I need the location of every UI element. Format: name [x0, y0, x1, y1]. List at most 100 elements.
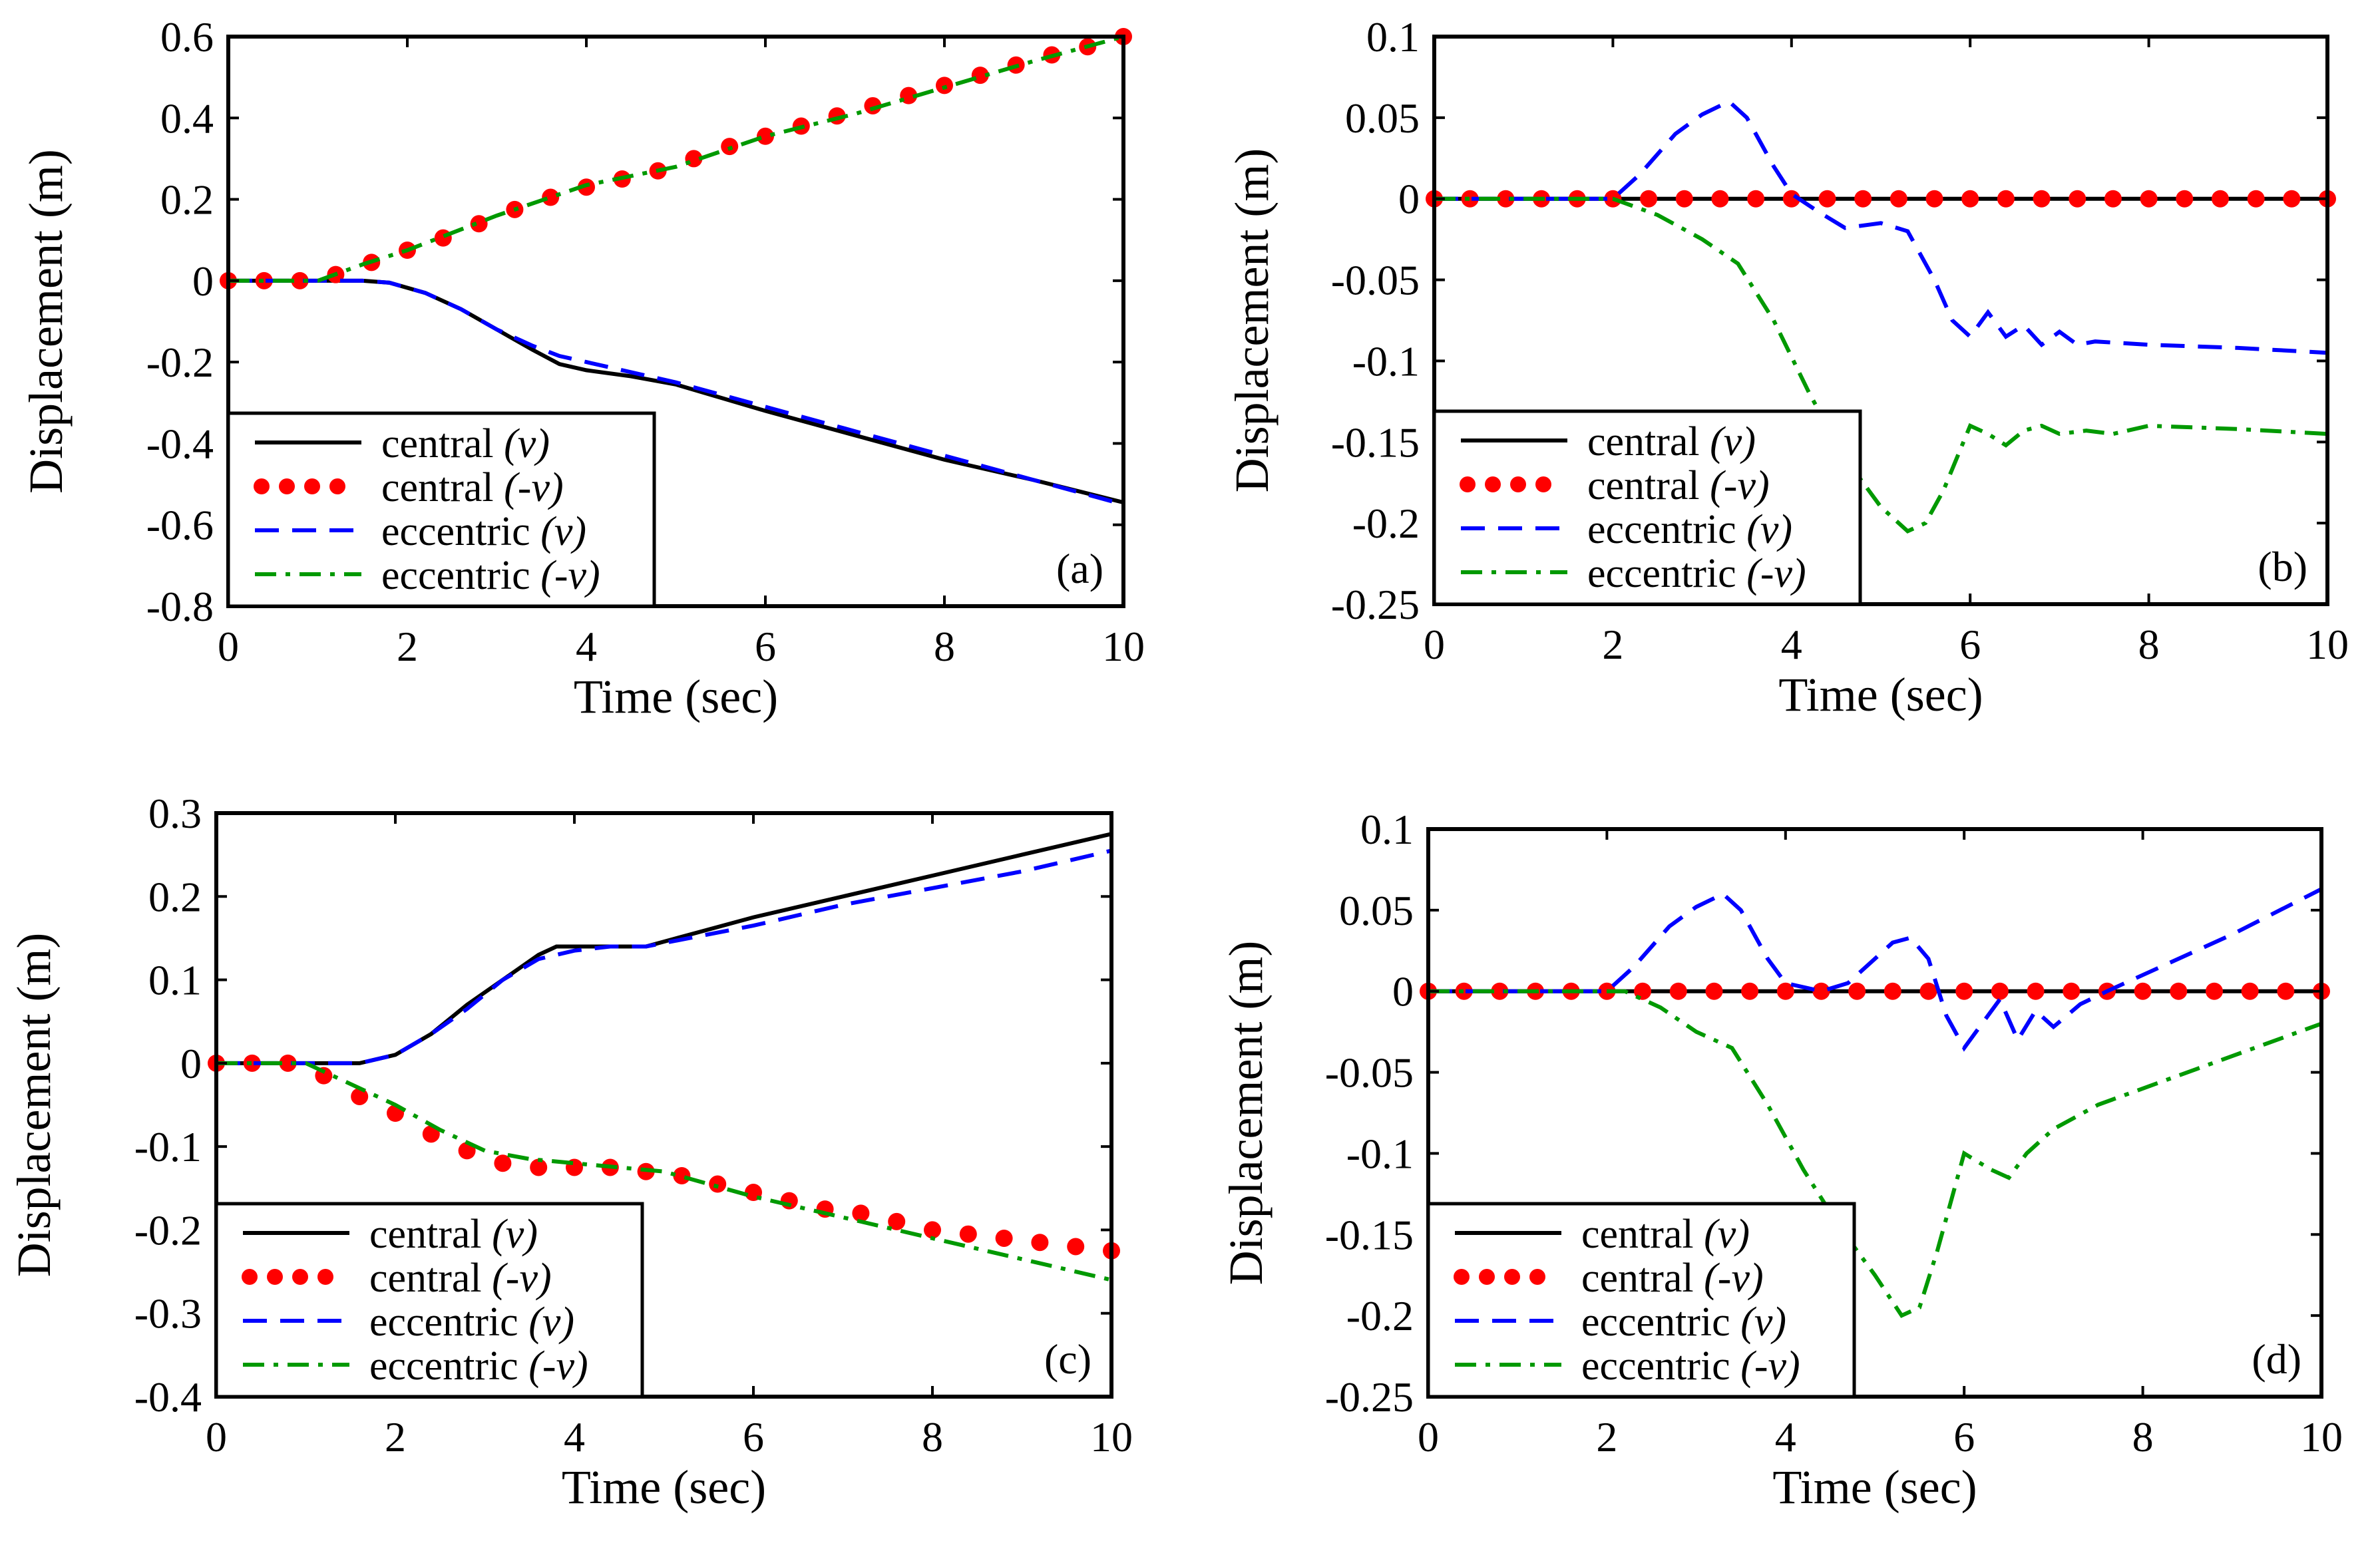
legend-swatch-dot [1479, 1269, 1495, 1285]
legend-label: eccentric (v) [381, 509, 586, 554]
data-point [888, 1212, 906, 1230]
x-tick-label: 8 [2138, 621, 2160, 668]
data-point [2277, 982, 2295, 1000]
data-point [1925, 190, 1943, 208]
legend-label: eccentric (v) [369, 1299, 574, 1345]
panel-b: 0 2 4 6 8 10 -0.25-0.2-0.15-0.1-0.0500.050.1 … [1225, 13, 2349, 721]
legend-swatch-dot [317, 1269, 333, 1285]
legend-series-suffix: (v) [1710, 419, 1756, 464]
y-tick-label: -0.1 [1352, 337, 1420, 385]
y-tick-label: 0 [1392, 968, 1414, 1015]
data-point [2027, 982, 2045, 1000]
data-point [1067, 1238, 1085, 1256]
legend: central (v)central (-v)eccentric (v)ecce… [1426, 1202, 1856, 1399]
y-tick-label: 0.05 [1339, 887, 1414, 934]
legend-label: central (v) [1581, 1212, 1750, 1257]
x-tick-labels: 0 2 4 6 8 10 [1424, 37, 2349, 668]
x-tick-label: 2 [397, 623, 418, 670]
legend-series-name: central [381, 421, 504, 466]
data-point [470, 215, 488, 233]
legend-swatch-dot [242, 1269, 258, 1285]
legend-swatch-dot [1504, 1269, 1520, 1285]
panel-label: (c) [1044, 1335, 1091, 1383]
y-tick-label: -0.1 [1346, 1130, 1414, 1177]
data-point [530, 1158, 548, 1176]
series-line-central_v [228, 278, 1124, 505]
panel-c: 0 2 4 6 8 10 -0.4 -0.3 -0.2 -0.1 0 0.1 0.2 0.3 Time … [7, 790, 1133, 1514]
y-tick-label: -0.15 [1331, 419, 1420, 466]
x-tick-label: 10 [2300, 1413, 2343, 1461]
legend-swatch-dot [292, 1269, 308, 1285]
series-line-eccentric_neg_v [216, 1061, 1112, 1282]
y-tick-label: -0.2 [146, 339, 214, 386]
series-line-central_v [216, 832, 1112, 1065]
data-point [1955, 982, 1973, 1000]
y-tick-label: -0.2 [134, 1206, 202, 1254]
y-tick-label: -0.2 [1346, 1292, 1414, 1339]
legend-label: central (-v) [1587, 463, 1770, 508]
plot-frame [1426, 827, 2323, 1399]
x-tick-label: 10 [1102, 623, 1145, 670]
x-tick-labels: 0 2 4 6 8 10 [218, 37, 1145, 670]
y-tick-label: 0.2 [160, 176, 214, 224]
legend: central (v)central (-v)eccentric (v)ecce… [214, 1202, 644, 1399]
legend: central (v)central (-v)eccentric (v)ecce… [1432, 409, 1862, 606]
data-point [2134, 982, 2152, 1000]
legend-swatch-dot [329, 478, 345, 494]
legend-label: eccentric (v) [1587, 507, 1792, 552]
legend-label: central (-v) [1581, 1256, 1764, 1301]
data-point [1961, 190, 1979, 208]
y-tick-labels: -0.4 -0.3 -0.2 -0.1 0 0.1 0.2 0.3 [134, 790, 1111, 1421]
panel-label: (b) [2258, 543, 2307, 590]
legend-entry: eccentric (-v) [255, 553, 600, 598]
legend-entry: central (-v) [1454, 1256, 1764, 1301]
y-tick-label: -0.25 [1331, 581, 1420, 628]
legend-series-suffix: (-v) [1740, 1343, 1800, 1389]
legend-series-name: eccentric [381, 553, 540, 598]
series-layer [1426, 98, 2336, 534]
legend-series-suffix: (-v) [504, 465, 563, 510]
legend-swatch-dot [1535, 476, 1551, 492]
data-point [709, 1175, 727, 1193]
y-tick-label: -0.25 [1325, 1373, 1414, 1421]
data-point [1741, 982, 1759, 1000]
data-point [1884, 982, 1901, 1000]
x-tick-label: 6 [1959, 621, 1981, 668]
legend-series-suffix: (v) [1746, 507, 1792, 552]
legend-series-name: eccentric [1587, 551, 1746, 596]
data-point [1640, 190, 1658, 208]
data-point [900, 86, 918, 104]
data-point [864, 96, 882, 114]
legend-label: eccentric (-v) [369, 1343, 588, 1389]
data-point [1854, 190, 1872, 208]
legend-label: central (-v) [381, 465, 564, 510]
data-point [1812, 982, 1830, 1000]
series-layer [208, 832, 1120, 1282]
panel-label: (d) [2252, 1335, 2301, 1383]
data-point [1991, 982, 2009, 1000]
x-tick-label: 10 [2306, 621, 2349, 668]
data-point [852, 1204, 870, 1222]
x-tick-label: 4 [1781, 621, 1802, 668]
x-tick-label: 8 [2132, 1413, 2154, 1461]
y-tick-label: 0.1 [148, 957, 202, 1004]
legend-series-suffix: (-v) [1746, 551, 1806, 596]
panel-a: 0 2 4 6 8 10 -0.8 -0.6 -0.4 -0.2 0 0.2 0.4 0.6 Time … [19, 13, 1145, 723]
data-point [1461, 190, 1479, 208]
data-point [2241, 982, 2259, 1000]
x-tick-label: 0 [218, 623, 239, 670]
x-tick-label: 2 [1596, 1413, 1617, 1461]
x-tick-label: 0 [206, 1413, 227, 1461]
legend-series-suffix: (-v) [1710, 463, 1769, 508]
data-point [2176, 190, 2194, 208]
x-tick-label: 8 [922, 1413, 943, 1461]
x-tick-label: 0 [1418, 1413, 1439, 1461]
legend-series-name: eccentric [369, 1343, 528, 1389]
legend-series-name: eccentric [1581, 1343, 1740, 1389]
x-tick-label: 6 [743, 1413, 764, 1461]
legend-label: eccentric (-v) [1587, 551, 1806, 596]
legend-entry: central (v) [255, 421, 550, 466]
y-tick-label: 0.1 [1360, 806, 1414, 853]
y-tick-label: 0 [192, 258, 214, 305]
legend-box [1426, 1202, 1856, 1399]
